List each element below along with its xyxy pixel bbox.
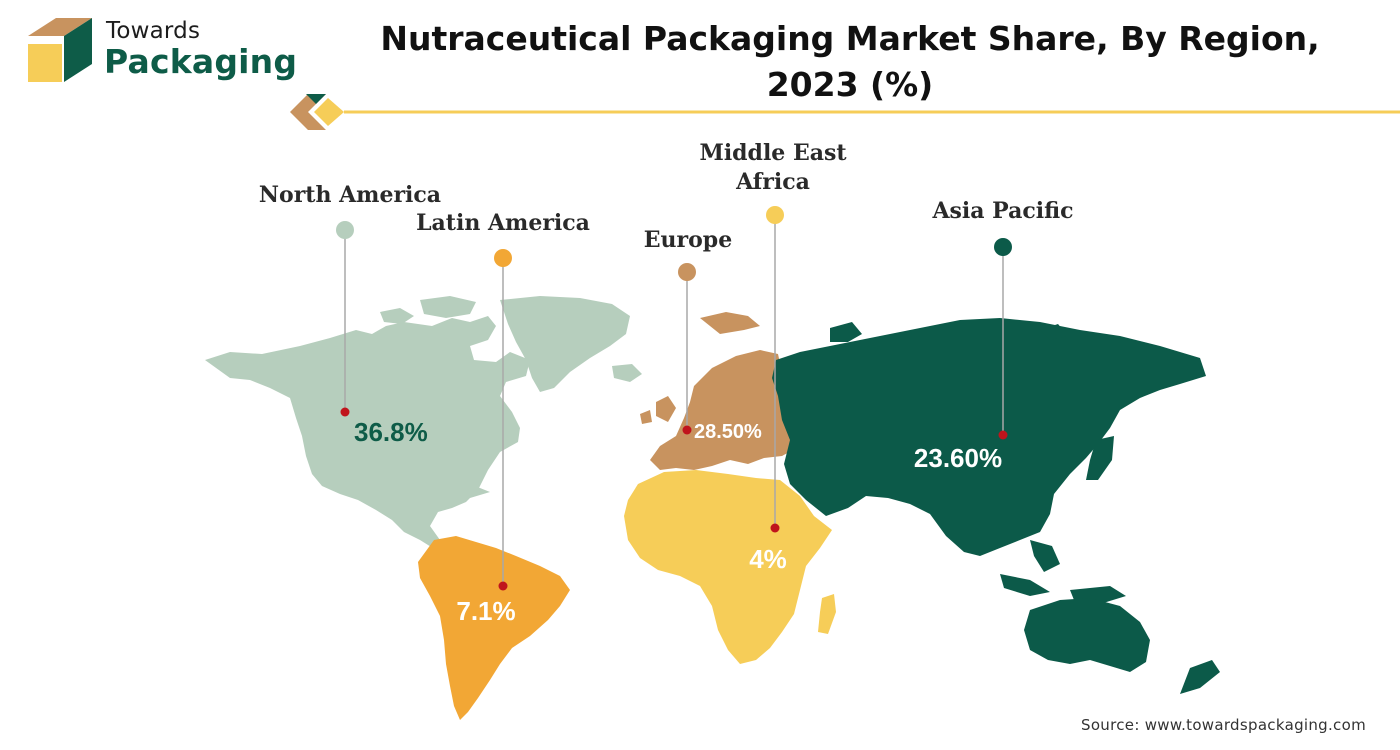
region-shape-europe <box>640 312 806 470</box>
pin-marker-middle-east-africa <box>770 523 780 533</box>
brand-name-line2: Packaging <box>104 42 298 81</box>
region-label-middle-east-africa: Middle East Africa <box>699 140 847 195</box>
legend-dot-north-america <box>336 221 354 239</box>
pin-marker-latin-america <box>498 581 508 591</box>
pin-marker-asia-pacific <box>998 430 1008 440</box>
page-title: Nutraceutical Packaging Market Share, By… <box>380 19 1320 104</box>
region-label-latin-america: Latin America <box>416 210 590 236</box>
region-shape-middle-east-africa <box>624 470 836 664</box>
region-label-asia-pacific: Asia Pacific <box>931 198 1073 224</box>
value-label-asia-pacific: 23.60% <box>914 443 1002 473</box>
value-label-europe: 28.50% <box>694 421 762 443</box>
package-box-icon <box>28 18 92 82</box>
legend-dot-asia-pacific <box>994 238 1012 256</box>
region-shape-north-america <box>205 296 642 550</box>
legend-dot-middle-east-africa <box>766 206 784 224</box>
region-label-north-america: North America <box>259 182 441 208</box>
region-shape-latin-america <box>418 536 570 720</box>
source-note: Source: www.towardspackaging.com <box>1081 716 1366 734</box>
brand-logo: Towards Packaging <box>26 14 297 84</box>
value-label-north-america: 36.8% <box>354 417 428 447</box>
title-divider <box>290 94 1400 130</box>
value-label-latin-america: 7.1% <box>456 596 515 626</box>
region-label-europe: Europe <box>644 227 732 253</box>
pin-marker-europe <box>682 425 692 435</box>
region-shape-asia-pacific <box>772 318 1220 694</box>
brand-name-line1: Towards <box>106 18 201 44</box>
value-label-middle-east-africa: 4% <box>749 544 787 574</box>
legend-dot-europe <box>678 263 696 281</box>
pin-marker-north-america <box>340 407 350 417</box>
legend-dot-latin-america <box>494 249 512 267</box>
